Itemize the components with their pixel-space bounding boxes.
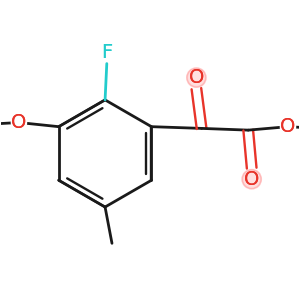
Text: O: O: [189, 68, 204, 87]
Text: F: F: [101, 43, 112, 62]
Text: O: O: [11, 113, 27, 132]
Circle shape: [187, 68, 206, 87]
Circle shape: [189, 70, 204, 85]
Circle shape: [187, 68, 206, 87]
Text: O: O: [189, 68, 204, 87]
Circle shape: [242, 169, 261, 189]
Text: O: O: [280, 117, 296, 136]
Text: O: O: [11, 113, 27, 132]
Text: O: O: [244, 170, 260, 189]
Circle shape: [11, 115, 26, 130]
Text: O: O: [280, 117, 296, 136]
Text: O: O: [244, 170, 260, 189]
Text: F: F: [101, 43, 112, 62]
Circle shape: [280, 119, 296, 134]
Circle shape: [99, 45, 114, 60]
Circle shape: [242, 169, 261, 189]
Circle shape: [244, 172, 259, 187]
